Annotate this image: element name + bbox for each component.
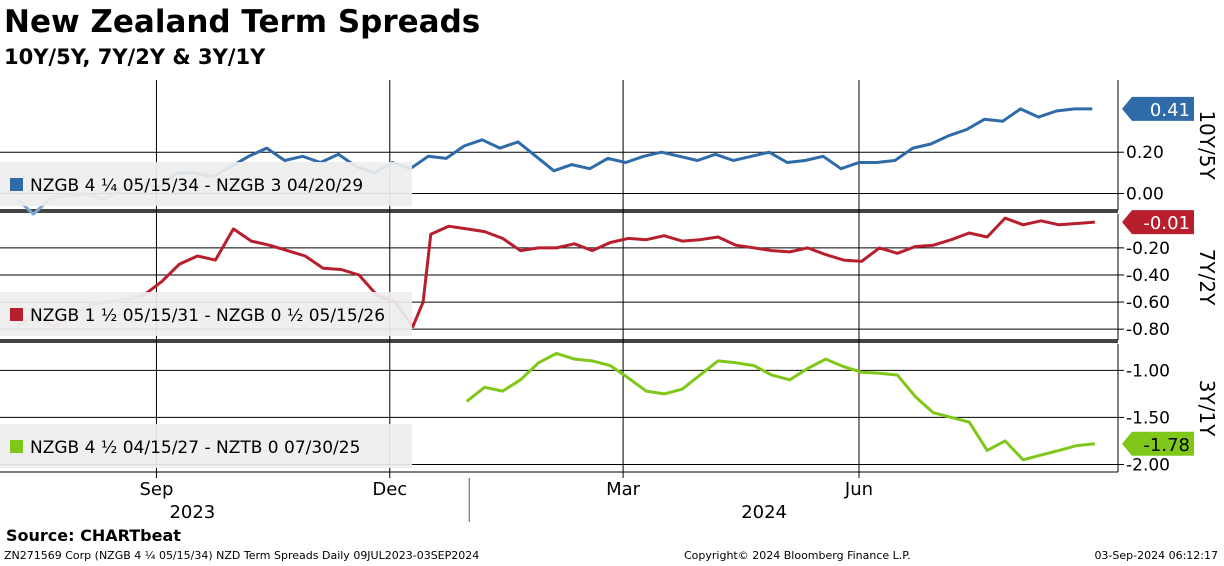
x-tick-label: Dec [372, 479, 407, 500]
y-axis-label: 10Y/5Y [1195, 110, 1219, 180]
panel-separator [0, 339, 1118, 343]
legend-swatch [10, 440, 23, 453]
panel-3y-1y: -1.00 -1.50 -2.00 NZGB 4 ½ 04/15/27 - NZTB … [0, 344, 1219, 475]
x-tick-label: Jun [844, 479, 873, 500]
last-value-label: 0.41 [1150, 100, 1190, 121]
series-line [158, 107, 1093, 189]
y-tick-label: -0.60 [1126, 293, 1170, 313]
y-tick-label: -0.40 [1126, 266, 1170, 286]
chart-title: New Zealand Term Spreads [4, 4, 481, 40]
last-value-tag: -0.01 [1122, 210, 1194, 235]
footer-copyright: Copyright© 2024 Bloomberg Finance L.P. [684, 549, 911, 562]
legend-label: NZGB 1 ½ 05/15/31 - NZGB 0 ½ 05/15/26 [30, 306, 385, 326]
legend-label: NZGB 4 ¼ 05/15/34 - NZGB 3 04/20/29 [30, 176, 363, 196]
series-line [465, 351, 1096, 462]
y-tick-label: 0.20 [1126, 143, 1164, 163]
legend: NZGB 4 ¼ 05/15/34 - NZGB 3 04/20/29 [0, 162, 412, 206]
legend: NZGB 4 ½ 04/15/27 - NZTB 0 07/30/25 [0, 424, 412, 468]
y-tick-label: -1.00 [1126, 361, 1170, 381]
last-value-label: -0.01 [1143, 213, 1190, 234]
chart-subtitle: 10Y/5Y, 7Y/2Y & 3Y/1Y [4, 45, 266, 69]
panel-7y-2y: -0.20 -0.40 -0.60 -0.80 NZGB 1 ½ 05/15/31 - … [0, 210, 1219, 340]
footer-security-info: ZN271569 Corp (NZGB 4 ¼ 05/15/34) NZD Te… [4, 549, 480, 562]
x-tick-label: Sep [139, 479, 173, 500]
y-axis-label: 7Y/2Y [1195, 249, 1219, 306]
footer-timestamp: 03-Sep-2024 06:12:17 [1094, 549, 1218, 562]
panel-separator [0, 209, 1118, 213]
y-tick-label: -2.00 [1126, 455, 1170, 475]
year-label: 2024 [741, 502, 787, 523]
y-tick-label: -0.20 [1126, 239, 1170, 259]
panel-10y-5y: 0.00 0.20 NZGB 4 ¼ 05/15/34 - NZGB 3 04/20… [0, 80, 1219, 216]
y-tick-label: -0.80 [1126, 320, 1170, 340]
last-value-tag: 0.41 [1122, 96, 1194, 121]
legend-label: NZGB 4 ½ 04/15/27 - NZTB 0 07/30/25 [30, 438, 360, 458]
legend-swatch [10, 178, 23, 191]
last-value-label: -1.78 [1143, 435, 1190, 456]
legend-swatch [10, 308, 23, 321]
series-line [142, 216, 1096, 328]
y-tick-label: 0.00 [1126, 184, 1164, 204]
source-note: Source: CHARTbeat [6, 526, 181, 545]
y-tick-label: -1.50 [1126, 408, 1170, 428]
last-value-tag: -1.78 [1122, 431, 1194, 456]
y-axis-label: 3Y/1Y [1195, 380, 1219, 437]
year-label: 2023 [169, 502, 215, 523]
legend: NZGB 1 ½ 05/15/31 - NZGB 0 ½ 05/15/26 [0, 292, 412, 336]
x-tick-label: Mar [606, 479, 641, 500]
